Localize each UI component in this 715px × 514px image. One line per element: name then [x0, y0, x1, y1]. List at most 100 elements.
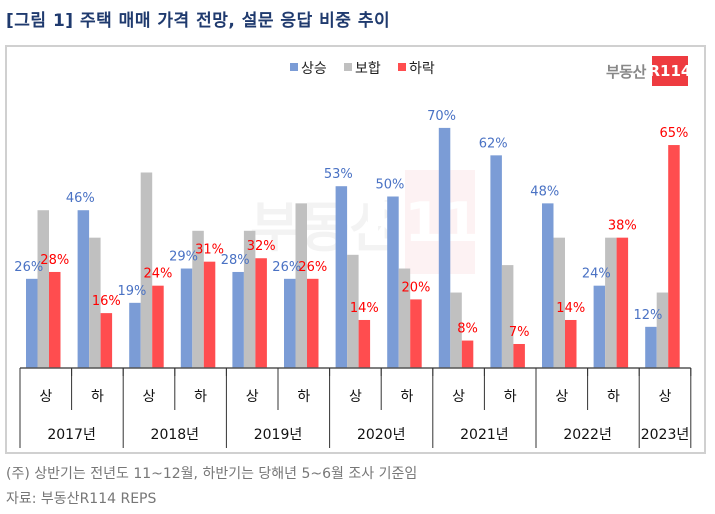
bar-보합-2 [140, 172, 153, 368]
bar-보합-7 [398, 268, 411, 368]
bar-보합-8 [450, 292, 462, 368]
bar-하락-4 [255, 258, 267, 368]
bar-상승-3 [180, 268, 193, 368]
bar-상승-9 [490, 155, 502, 368]
data-label-상승-5: 26% [272, 260, 301, 275]
footnote-note: (주) 상반기는 전년도 11~12월, 하반기는 당해년 5~6월 조사 기준… [6, 466, 418, 482]
x-tick-label-half: 하 [504, 389, 517, 405]
data-label-하락-5: 26% [298, 260, 327, 275]
legend-swatch-1 [344, 63, 352, 71]
x-axis: 상 하 상 하 상 하 상 하 상 하 상 하 상 2017년 2018년 2019년 2020년 2021년 20… [19, 367, 692, 448]
data-label-하락-10: 14% [556, 301, 585, 316]
brand-logo: 부동산 R114 [606, 56, 691, 86]
data-label-상승-6: 53% [324, 167, 353, 182]
bar-상승-6 [335, 186, 348, 368]
logo-text: 부동산 [606, 62, 646, 81]
data-label-하락-2: 24% [143, 267, 172, 282]
bar-하락-9 [513, 343, 525, 368]
bars-layer [26, 127, 680, 369]
figure-title: [그림 1] 주택 매매 가격 전망, 설문 응답 비중 추이 [6, 11, 391, 31]
bar-상승-8 [438, 127, 451, 369]
data-label-하락-0: 28% [40, 253, 69, 268]
x-tick-label-half: 하 [91, 389, 104, 405]
data-label-상승-3: 29% [169, 250, 198, 265]
bar-하락-0 [49, 271, 61, 368]
x-year-label-6: 2023년 [641, 427, 690, 443]
x-tick-label-half: 하 [607, 389, 620, 405]
bar-보합-10 [553, 237, 565, 368]
x-year-label-3: 2020년 [357, 427, 406, 443]
data-label-하락-11: 38% [608, 219, 637, 234]
legend-swatch-2 [398, 63, 406, 71]
bar-하락-5 [307, 278, 319, 368]
bar-하락-1 [100, 313, 113, 368]
data-label-상승-0: 26% [14, 260, 43, 275]
data-label-하락-3: 31% [195, 243, 224, 258]
bar-하락-12 [668, 145, 680, 368]
legend-swatch-0 [290, 63, 298, 71]
x-tick-label-half: 하 [401, 389, 414, 405]
data-label-하락-9: 7% [509, 325, 530, 340]
legend-label-2: 하락 [409, 61, 435, 77]
bar-하락-8 [461, 340, 474, 368]
bar-상승-7 [387, 196, 399, 368]
bar-보합-12 [656, 292, 669, 368]
data-label-상승-7: 50% [375, 178, 404, 193]
data-label-하락-8: 8% [457, 322, 478, 337]
bar-하락-6 [358, 319, 371, 368]
x-tick-label-half: 상 [659, 389, 672, 405]
bar-상승-0 [26, 278, 38, 368]
bar-하락-10 [565, 319, 577, 368]
x-tick-label-half: 하 [194, 389, 207, 405]
x-tick-label-half: 상 [452, 389, 465, 405]
bar-상승-4 [232, 271, 244, 368]
data-label-상승-9: 62% [479, 136, 508, 151]
bar-보합-3 [192, 230, 204, 368]
footnote-source: 자료: 부동산R114 REPS [6, 491, 157, 507]
bar-보합-1 [89, 237, 101, 368]
data-label-하락-1: 16% [92, 294, 121, 309]
bar-상승-5 [284, 278, 296, 368]
x-tick-label-half: 하 [297, 389, 310, 405]
data-label-하락-12: 65% [659, 126, 688, 141]
x-year-label-1: 2018년 [151, 427, 200, 443]
bar-상승-12 [645, 326, 657, 368]
x-tick-label-half: 상 [39, 389, 52, 405]
data-label-상승-12: 12% [633, 308, 662, 323]
bar-보합-4 [243, 230, 256, 368]
data-label-상승-4: 28% [221, 253, 250, 268]
logo-badge: R114 [648, 56, 691, 86]
bar-보합-5 [295, 203, 307, 368]
bar-보합-11 [605, 237, 617, 368]
legend: 상승 보합 하락 [290, 61, 435, 77]
data-label-상승-10: 48% [530, 184, 559, 199]
bar-하락-3 [203, 261, 216, 368]
data-label-상승-2: 19% [117, 284, 146, 299]
bar-보합-0 [37, 210, 49, 368]
data-label-상승-1: 46% [66, 191, 95, 206]
x-tick-label-half: 상 [349, 389, 362, 405]
bar-상승-2 [129, 302, 141, 368]
bar-상승-10 [542, 203, 554, 368]
data-label-하락-6: 14% [350, 301, 379, 316]
data-label-상승-8: 70% [427, 109, 456, 124]
x-tick-label-half: 상 [246, 389, 259, 405]
x-year-label-0: 2017년 [47, 427, 96, 443]
legend-label-1: 보합 [355, 61, 381, 77]
chart-frame [5, 45, 706, 454]
data-labels-layer: 26%28%46%16%19%24%29%31%28%32%26%26%53%1… [14, 109, 688, 340]
bar-하락-2 [152, 285, 164, 368]
data-label-하락-7: 20% [401, 280, 430, 295]
legend-label-0: 상승 [301, 61, 327, 77]
data-label-상승-11: 24% [582, 267, 611, 282]
x-tick-label-half: 상 [555, 389, 568, 405]
bar-상승-1 [77, 210, 90, 368]
bar-하락-7 [410, 299, 422, 368]
x-year-label-5: 2022년 [563, 427, 612, 443]
bar-하락-11 [616, 237, 629, 368]
bar-보합-6 [347, 254, 359, 368]
bar-보합-9 [501, 265, 514, 368]
x-year-label-2: 2019년 [254, 427, 303, 443]
x-tick-label-half: 상 [143, 389, 156, 405]
